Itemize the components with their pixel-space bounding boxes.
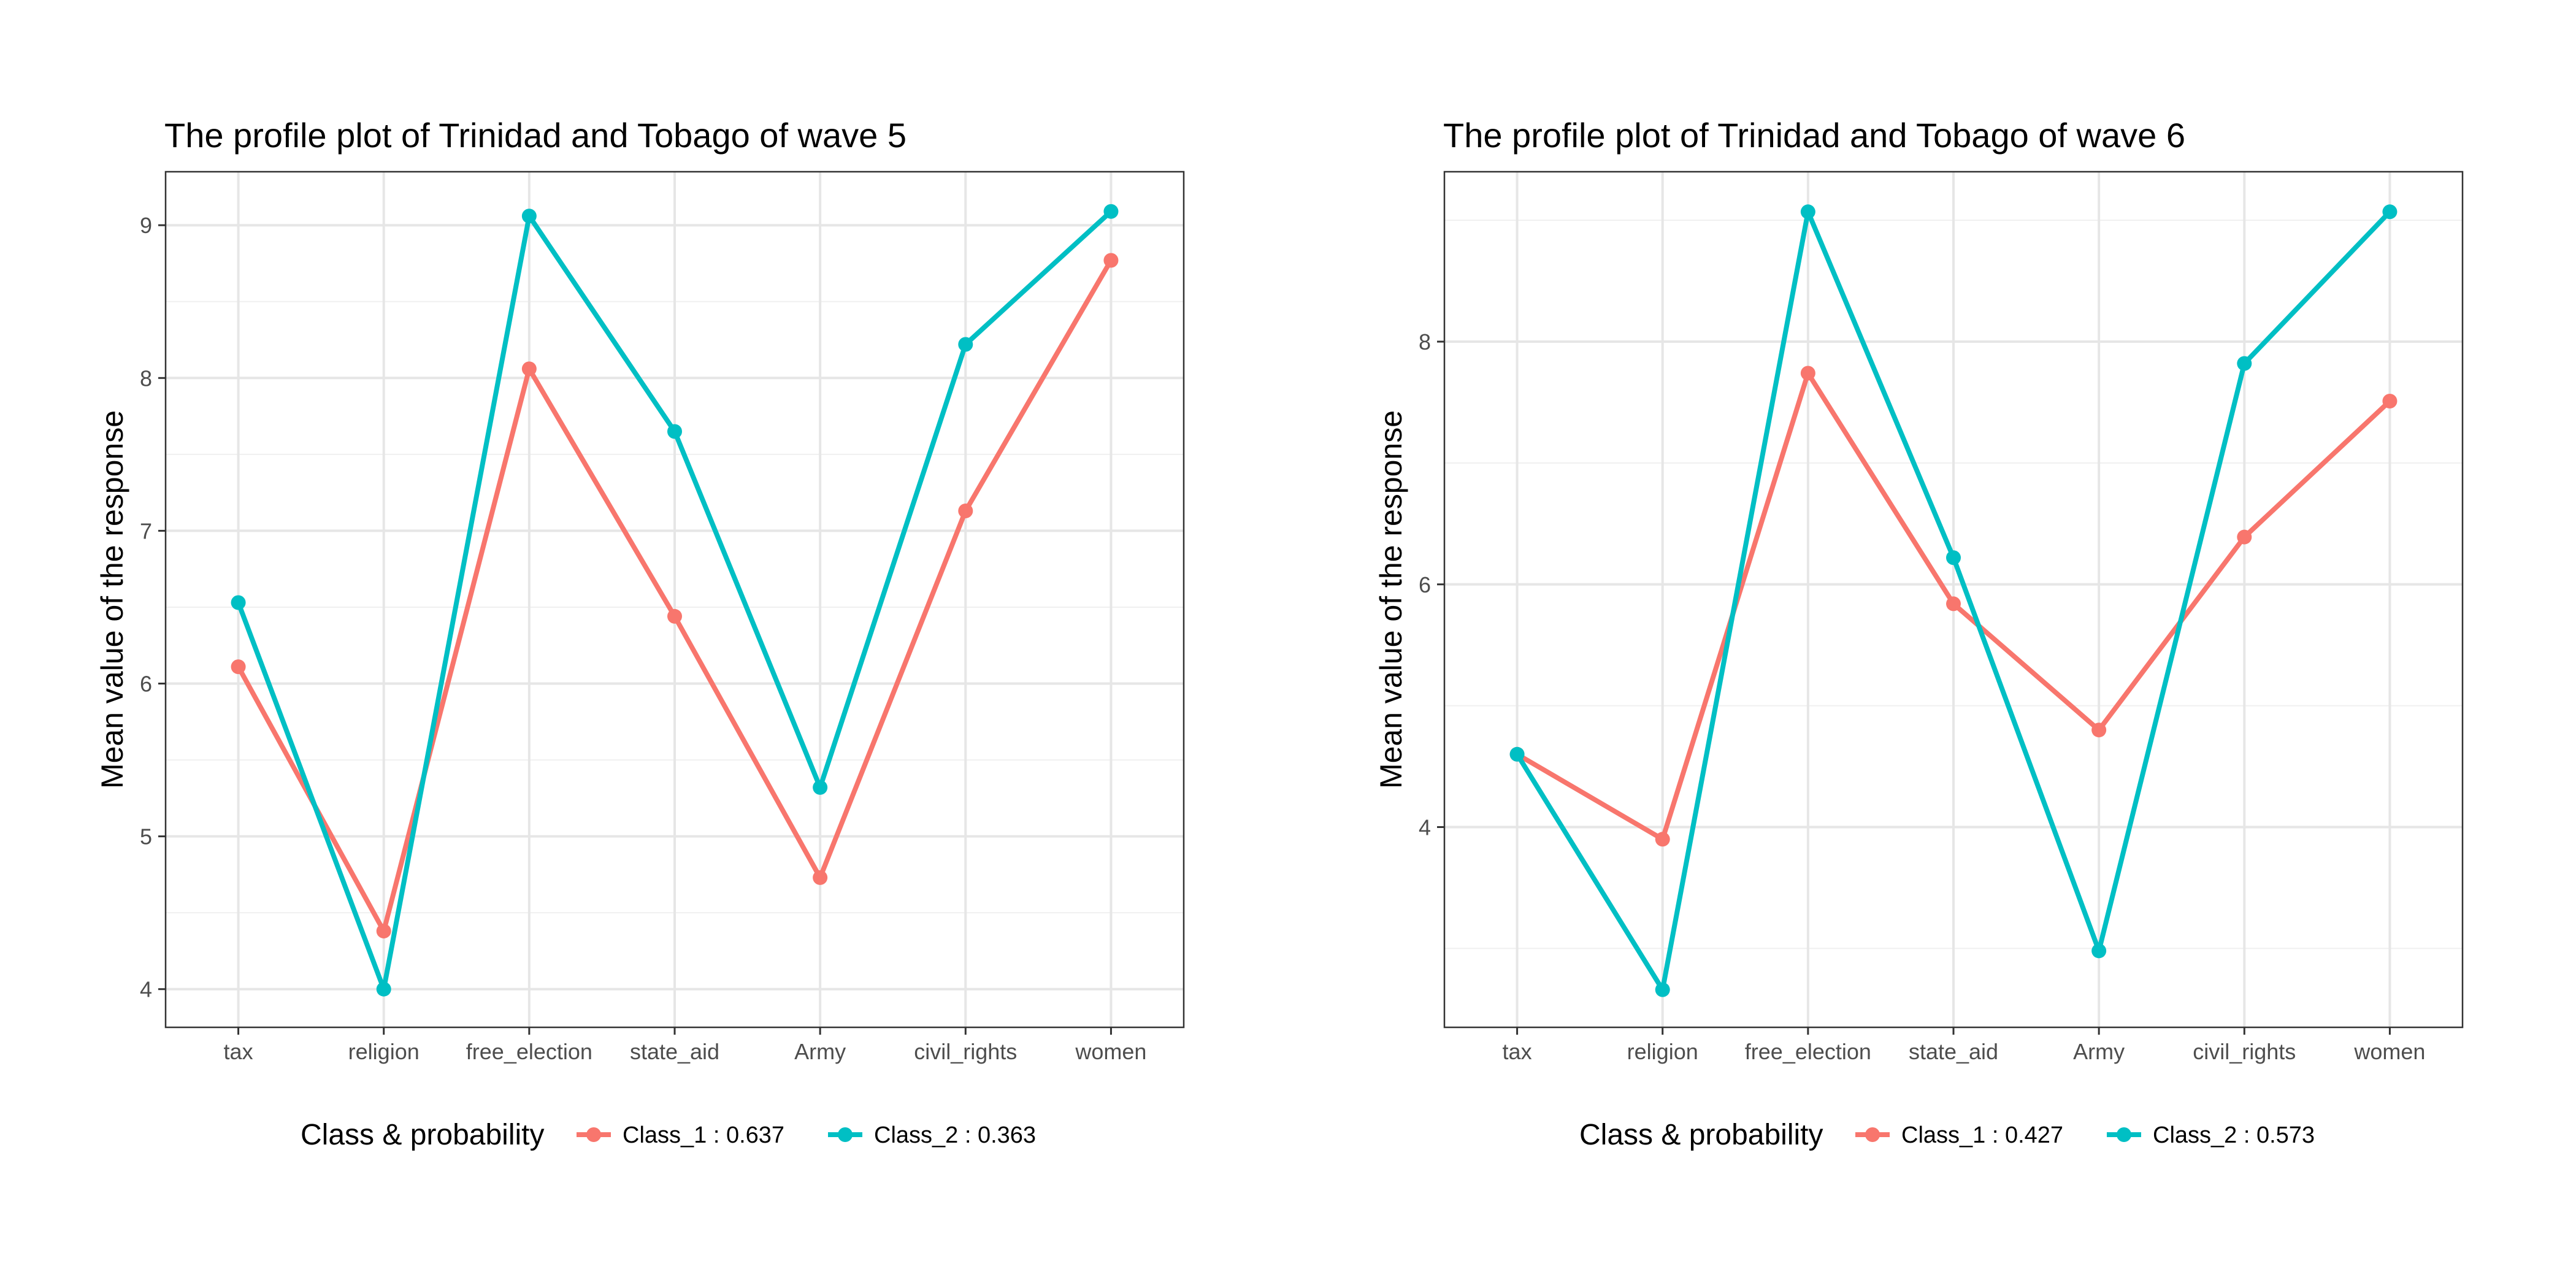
chart-panel-1: 4 5 6 7 8 9 tax religion free_election state_aid A… [95,116,1185,1151]
data-point-class-2 [667,424,682,439]
data-point-class-1 [2091,723,2107,738]
x-tick-label: state_aid [1909,1039,1998,1064]
x-tick-label: religion [1627,1039,1698,1064]
x-tick-label: state_aid [630,1039,719,1064]
x-tick-label: tax [1503,1039,1532,1064]
y-tick-label: 9 [140,213,152,238]
legend-label: Class_2 : 0.363 [874,1122,1036,1148]
y-tick-label: 8 [140,366,152,391]
x-tick-label: Army [794,1039,846,1064]
data-point-class-2 [1655,982,1670,997]
x-tick-label: free_election [466,1039,592,1064]
data-point-class-2 [376,981,391,997]
chart-panel-2: 4 6 8 tax religion free_election state_aid Army… [1374,116,2464,1151]
data-point-class-1 [376,924,391,939]
data-point-class-2 [1946,550,1961,565]
legend-label: Class_2 : 0.573 [2153,1122,2315,1148]
legend-title: Class & probability [301,1119,545,1151]
data-point-class-1 [231,659,246,675]
data-point-class-1 [2382,393,2398,408]
data-point-class-2 [1509,746,1525,762]
data-point-class-1 [1800,366,1815,381]
data-point-class-1 [667,608,682,624]
legend-key-point [838,1127,853,1142]
legend-label: Class_1 : 0.427 [1901,1122,2063,1148]
x-tick-label: civil_rights [914,1039,1017,1064]
legend-key-point [2117,1127,2131,1142]
y-tick-label: 6 [1419,572,1431,597]
y-tick-label: 8 [1419,329,1431,355]
legend-title: Class & probability [1579,1119,1823,1151]
data-point-class-2 [1800,204,1815,220]
data-point-class-2 [2237,356,2252,371]
data-point-class-2 [1103,204,1119,219]
y-tick-label: 6 [140,672,152,697]
data-point-class-1 [1946,596,1961,611]
data-point-class-1 [521,361,537,377]
data-point-class-2 [2091,943,2107,959]
y-tick-label: 4 [1419,815,1431,840]
x-tick-label: civil_rights [2193,1039,2296,1064]
x-tick-label: religion [348,1039,420,1064]
legend-label: Class_1 : 0.637 [623,1122,784,1148]
chart-title: The profile plot of Trinidad and Tobago … [164,116,907,155]
legend-key-point [586,1127,601,1142]
data-point-class-1 [1103,253,1119,268]
x-tick-label: tax [224,1039,253,1064]
data-point-class-2 [521,209,537,224]
y-tick-label: 5 [140,824,152,849]
data-point-class-2 [958,337,973,352]
data-point-class-1 [958,504,973,519]
legend: Class & probability Class_1 : 0.637 Class_… [301,1119,1036,1151]
data-point-class-2 [231,595,246,610]
y-axis-label: Mean value of the response [1374,410,1408,789]
legend-key-point [1865,1127,1880,1142]
data-point-class-2 [813,780,828,795]
legend: Class & probability Class_1 : 0.427 Class_… [1579,1119,2315,1151]
x-tick-label: women [2353,1039,2425,1064]
data-point-class-1 [813,870,828,885]
data-point-class-1 [2237,529,2252,545]
x-tick-label: free_election [1745,1039,1871,1064]
x-tick-label: Army [2073,1039,2125,1064]
y-axis-label: Mean value of the response [95,410,129,789]
x-tick-label: women [1075,1039,1146,1064]
y-tick-label: 7 [140,518,152,543]
y-tick-label: 4 [140,977,152,1002]
data-point-class-2 [2382,204,2398,220]
chart-title: The profile plot of Trinidad and Tobago … [1443,116,2185,155]
data-point-class-1 [1655,832,1670,847]
